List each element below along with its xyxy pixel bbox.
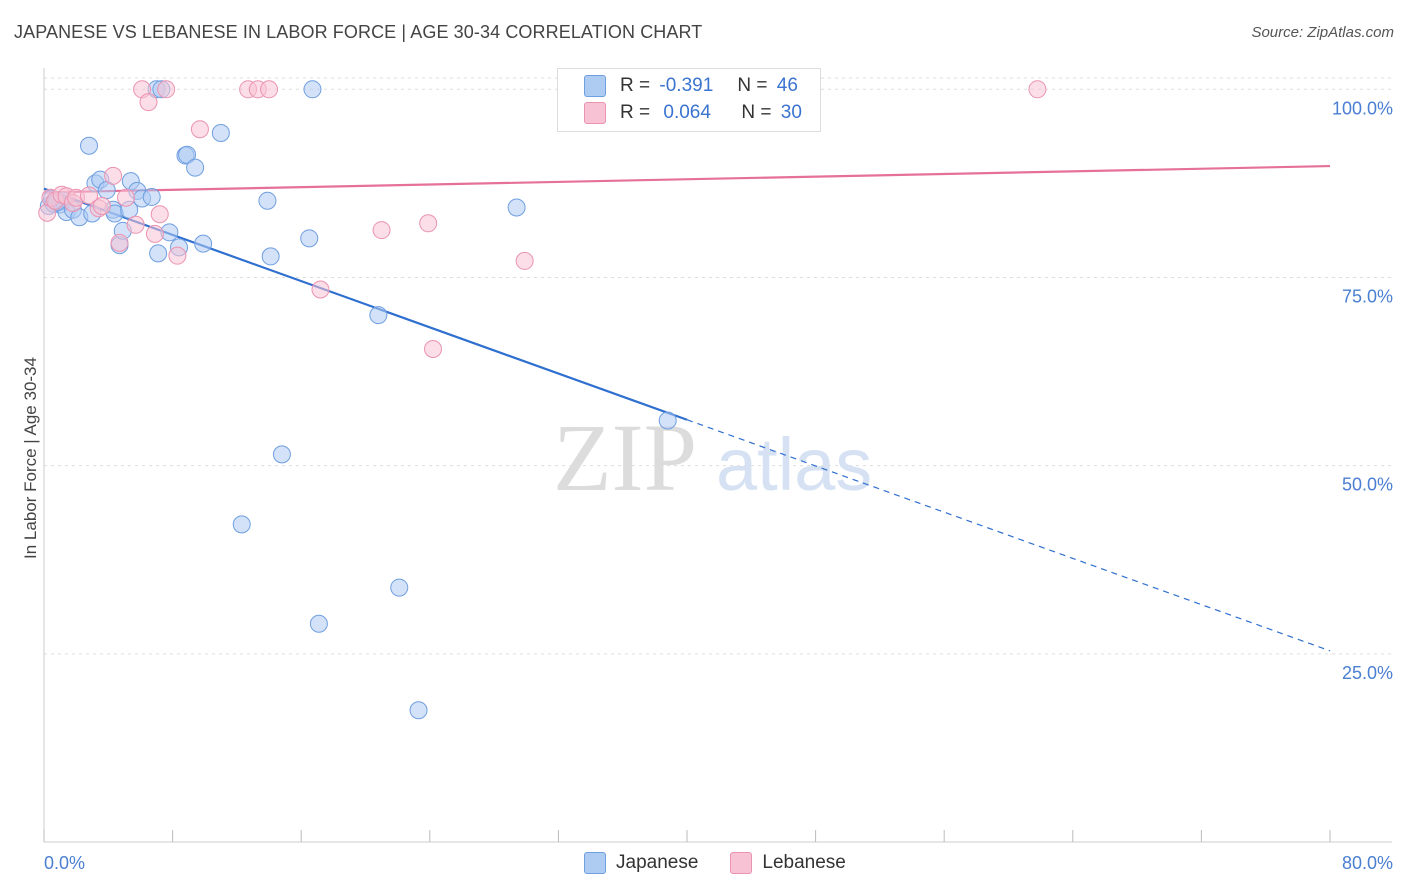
bottom-legend-swatch-lebanese	[730, 852, 753, 874]
legend-n-label: N =	[741, 102, 772, 123]
gridlines	[44, 77, 1392, 655]
point-japanese	[390, 578, 409, 597]
point-lebanese	[150, 205, 169, 224]
legend-row-japanese: R = -0.391 N = 46	[584, 73, 798, 99]
legend-r-value-lebanese: 0.064	[663, 102, 711, 123]
point-japanese	[409, 701, 428, 720]
point-japanese	[303, 80, 322, 99]
point-lebanese	[372, 221, 391, 240]
point-lebanese	[424, 339, 443, 358]
x-tick-label: 0.0%	[44, 853, 85, 873]
bottom-legend-lebanese: Lebanese	[730, 852, 846, 874]
watermark-atlas: atlas	[716, 423, 872, 506]
point-japanese	[211, 123, 230, 142]
point-japanese	[261, 247, 280, 266]
source-label: Source: ZipAtlas.com	[1251, 24, 1394, 41]
y-tick-label: 100.0%	[1332, 98, 1393, 118]
legend-row-lebanese: R = 0.064 N = 30	[584, 100, 802, 126]
legend-n-value-lebanese: 30	[780, 102, 802, 123]
point-japanese	[142, 187, 161, 206]
legend-r-label: R =	[620, 102, 651, 123]
tick-labels: 25.0% 50.0% 75.0% 100.0% 0.0% 80.0%	[44, 98, 1393, 873]
point-japanese	[80, 136, 99, 155]
y-axis-label: In Labor Force | Age 30-34	[21, 357, 40, 559]
point-japanese	[186, 158, 205, 177]
legend-box: R = -0.391 N = 46 R = 0.064 N = 30	[557, 68, 821, 132]
y-tick-label: 50.0%	[1342, 475, 1393, 495]
watermark: ZIP atlas	[553, 404, 872, 511]
y-tick-label: 25.0%	[1342, 663, 1393, 683]
data-points	[38, 80, 1047, 720]
point-lebanese	[80, 186, 99, 205]
point-lebanese	[157, 80, 176, 99]
point-lebanese	[145, 224, 164, 243]
chart-title: JAPANESE VS LEBANESE IN LABOR FORCE | AG…	[14, 22, 703, 42]
point-japanese	[232, 515, 251, 534]
point-japanese	[369, 306, 388, 325]
point-japanese	[309, 614, 328, 633]
point-lebanese	[1028, 80, 1047, 99]
point-japanese	[258, 191, 277, 210]
point-lebanese	[116, 188, 135, 207]
point-japanese	[194, 234, 213, 253]
legend-swatch-japanese	[584, 75, 606, 97]
point-japanese	[178, 145, 197, 164]
x-tick-label: 80.0%	[1342, 853, 1393, 873]
trend-line-lebanese	[43, 164, 1331, 194]
trend-line-japanese-extension	[686, 419, 1331, 652]
bottom-legend-japanese: Japanese	[584, 852, 698, 874]
point-lebanese	[110, 233, 129, 252]
legend-r-value-japanese: -0.391	[659, 75, 714, 96]
point-lebanese	[168, 246, 187, 265]
point-lebanese	[92, 196, 111, 215]
point-japanese	[507, 198, 526, 217]
bottom-legend-label-japanese: Japanese	[616, 852, 699, 873]
point-lebanese	[419, 214, 438, 233]
point-japanese	[658, 411, 677, 430]
legend-r-label: R =	[620, 75, 651, 96]
point-lebanese	[515, 251, 534, 270]
y-tick-label: 75.0%	[1342, 286, 1393, 306]
point-lebanese	[260, 80, 279, 99]
legend-n-value-japanese: 46	[776, 75, 798, 96]
point-japanese	[300, 229, 319, 248]
bottom-legend-swatch-japanese	[584, 852, 606, 874]
point-lebanese	[126, 215, 145, 234]
point-lebanese	[139, 93, 158, 112]
legend-swatch-lebanese	[584, 102, 606, 124]
legend-n-label: N =	[737, 75, 768, 96]
point-lebanese	[104, 166, 123, 185]
bottom-legend: Japanese Lebanese	[584, 852, 878, 874]
point-lebanese	[190, 120, 209, 139]
bottom-legend-label-lebanese: Lebanese	[762, 852, 846, 873]
point-japanese	[149, 244, 168, 263]
point-japanese	[272, 445, 291, 464]
point-lebanese	[311, 280, 330, 299]
